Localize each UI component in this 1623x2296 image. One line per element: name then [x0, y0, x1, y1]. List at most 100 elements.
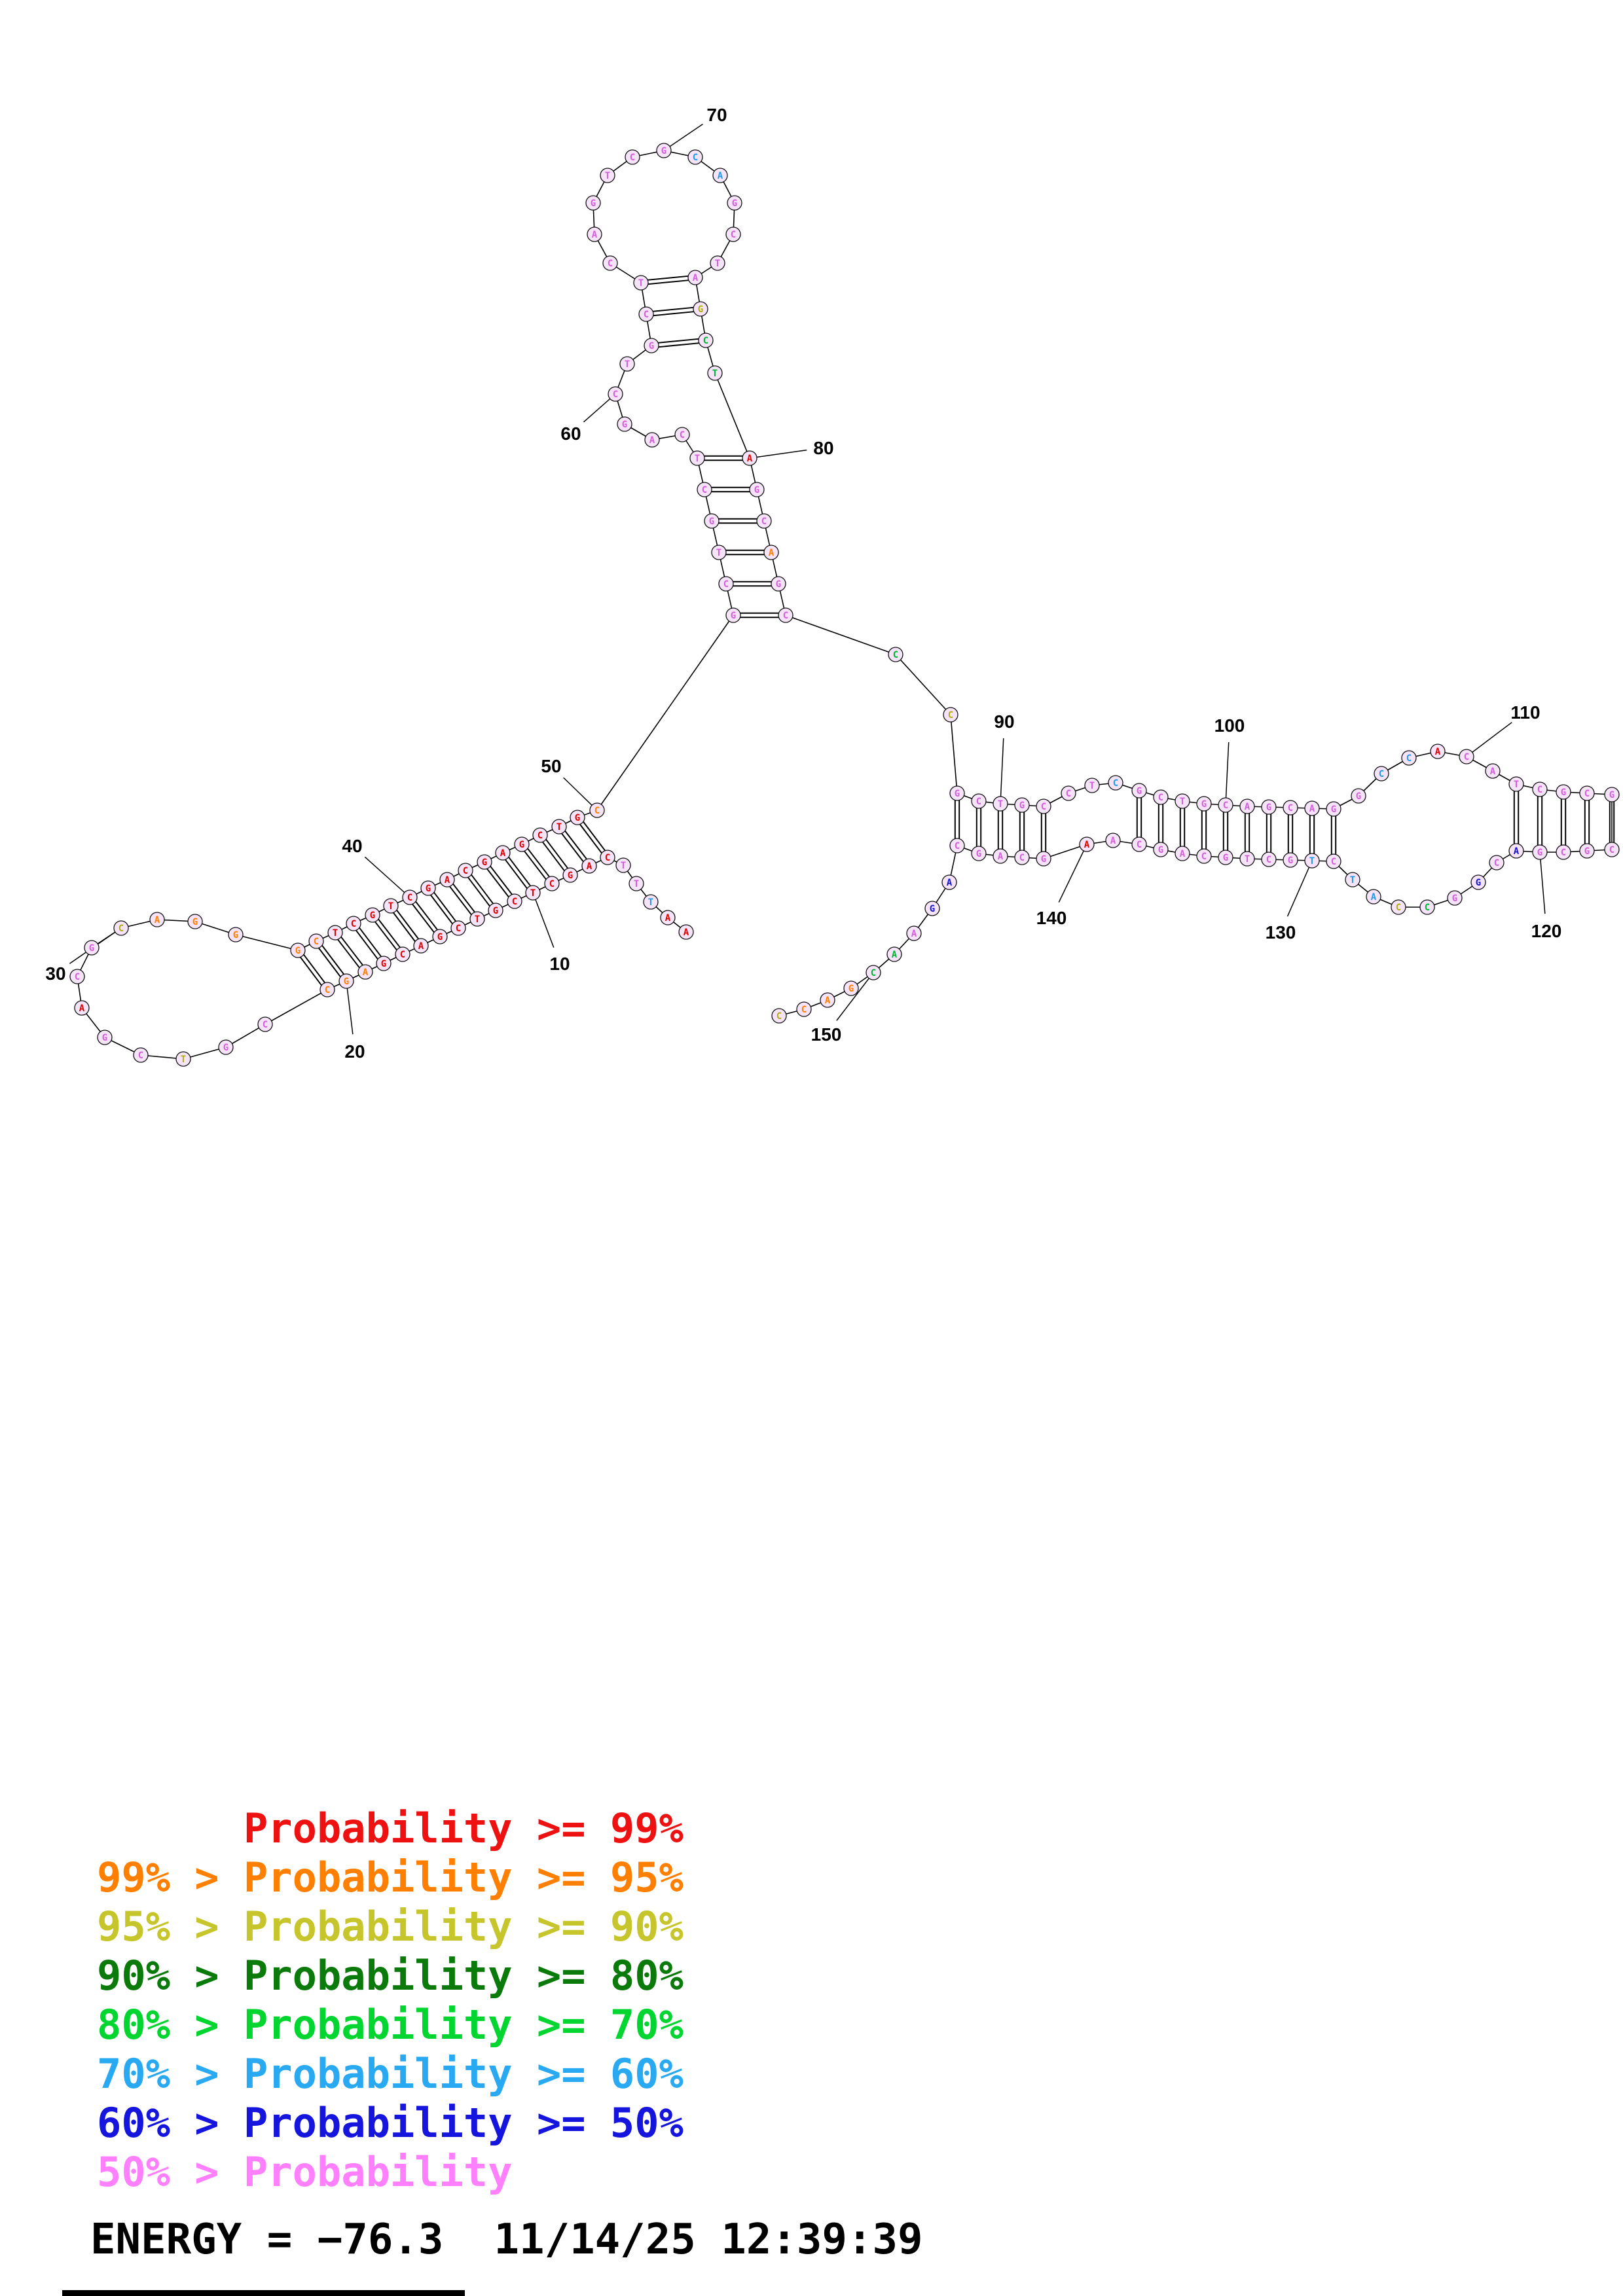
- nucleotide-letter: G: [1561, 787, 1566, 798]
- nucleotide-letter: G: [1041, 854, 1046, 865]
- base-pair-bond: [388, 906, 420, 948]
- nucleotide-letter: A: [684, 927, 689, 938]
- nucleotide-circle: [718, 576, 734, 592]
- legend-line: 80% > Probability >= 70%: [97, 2001, 684, 2049]
- nucleotide-letter: C: [1425, 903, 1430, 913]
- nucleotide-circle: [1131, 836, 1147, 852]
- position-label: 10: [549, 954, 570, 974]
- base-pair-bond: [370, 916, 402, 956]
- base-pair-bond: [575, 818, 607, 859]
- nucleotide-circle: [1485, 763, 1501, 779]
- nucleotide-circle: [532, 827, 548, 843]
- nucleotide-letter: C: [1396, 903, 1401, 913]
- nucleotide-circle: [257, 1016, 273, 1032]
- position-label: 80: [813, 438, 833, 458]
- backbone-segment: [950, 714, 958, 794]
- nucleotide-circle: [674, 427, 690, 442]
- nucleotide-circle: [149, 912, 165, 927]
- nucleotide-letter: G: [233, 930, 238, 941]
- nucleotide-circle: [1351, 788, 1366, 804]
- nucleotide-circle: [308, 933, 324, 949]
- nucleotide-letter: G: [568, 870, 573, 881]
- nucleotide-circle: [439, 872, 455, 888]
- nucleotide-circle: [625, 149, 640, 165]
- nucleotide-circle: [656, 143, 672, 158]
- nucleotide-circle: [1489, 855, 1504, 870]
- nucleotide-circle: [1283, 852, 1298, 868]
- nucleotide-letter: C: [783, 611, 788, 621]
- nucleotide-letter: G: [1223, 853, 1228, 863]
- position-label: 30: [45, 963, 65, 984]
- nucleotide-circle: [1447, 890, 1463, 906]
- nucleotide-letter: A: [587, 861, 593, 872]
- nucleotide-circle: [993, 848, 1008, 864]
- nucleotide-letter: T: [605, 171, 610, 181]
- nucleotide-letter: A: [1110, 836, 1116, 846]
- nucleotide-letter: A: [1309, 804, 1315, 814]
- nucleotide-circle: [949, 838, 965, 853]
- nucleotide-letter: G: [698, 304, 703, 315]
- nucleotide-letter: C: [644, 310, 649, 320]
- nucleotide-letter: C: [1113, 778, 1118, 789]
- base-pair-bond: [333, 933, 365, 974]
- nucleotide-letter: T: [1245, 854, 1250, 865]
- nucleotide-letter: A: [825, 996, 831, 1006]
- legend-line: 90% > Probability >= 80%: [97, 1952, 684, 2000]
- nucleotide-circle: [711, 545, 727, 560]
- nucleotide-circle: [1261, 799, 1277, 815]
- nucleotide-letter: C: [400, 950, 405, 960]
- base-pair-bond: [466, 869, 498, 910]
- nucleotide-letter: C: [463, 866, 468, 876]
- nucleotide-circle: [1508, 843, 1524, 859]
- nucleotide-circle: [1196, 848, 1212, 864]
- nucleotide-circle: [319, 982, 335, 997]
- nucleotide-circle: [1532, 781, 1548, 797]
- position-label: 70: [706, 105, 727, 125]
- base-pair-bond: [538, 836, 570, 877]
- nucleotide-letter: T: [695, 454, 700, 464]
- position-label-line: [1286, 860, 1313, 917]
- nucleotide-circle: [796, 1001, 812, 1017]
- nucleotide-circle: [507, 893, 522, 909]
- nucleotide-letter: T: [388, 901, 393, 912]
- nucleotide-circle: [1175, 793, 1190, 809]
- nucleotide-letter: G: [493, 906, 498, 916]
- nucleotide-circle: [727, 195, 742, 211]
- nucleotide-letter: G: [754, 485, 759, 495]
- nucleotide-circle: [615, 857, 631, 873]
- nucleotide-circle: [749, 482, 765, 497]
- nucleotide-circle: [1239, 798, 1255, 814]
- nucleotide-circle: [97, 1030, 113, 1045]
- nucleotide-letter: A: [500, 848, 506, 859]
- nucleotide-letter: C: [549, 879, 555, 889]
- nucleotide-letter: C: [871, 968, 876, 978]
- nucleotide-circle: [888, 647, 903, 662]
- nucleotide-letter: C: [1331, 857, 1336, 867]
- nucleotide-circle: [704, 513, 720, 529]
- nucleotide-circle: [1326, 853, 1341, 869]
- nucleotide-circle: [469, 911, 485, 927]
- nucleotide-letter: C: [538, 831, 543, 841]
- nucleotide-letter: C: [1158, 793, 1163, 803]
- nucleotide-letter: G: [192, 917, 198, 927]
- nucleotide-letter: C: [703, 336, 708, 346]
- position-label-line: [532, 892, 555, 948]
- nucleotide-letter: A: [747, 454, 753, 464]
- nucleotide-letter: A: [418, 941, 424, 952]
- probability-legend: Probability >= 99% 99% > Probability >= 9…: [97, 1804, 684, 2197]
- nucleotide-circle: [617, 416, 632, 432]
- nucleotide-letter: C: [512, 897, 517, 907]
- nucleotide-letter: A: [665, 913, 671, 924]
- base-pair-bond: [519, 845, 551, 886]
- nucleotide-circle: [581, 858, 597, 874]
- nucleotide-circle: [1079, 836, 1095, 852]
- position-label-line: [364, 856, 410, 898]
- nucleotide-letter: G: [1452, 893, 1457, 904]
- nucleotide-circle: [687, 270, 703, 285]
- nucleotide-circle: [971, 846, 987, 861]
- nucleotide-circle: [1036, 798, 1051, 814]
- nucleotide-circle: [756, 513, 772, 529]
- position-label: 20: [344, 1041, 365, 1062]
- base-pair-bond: [299, 948, 330, 989]
- nucleotide-letter: G: [370, 910, 375, 921]
